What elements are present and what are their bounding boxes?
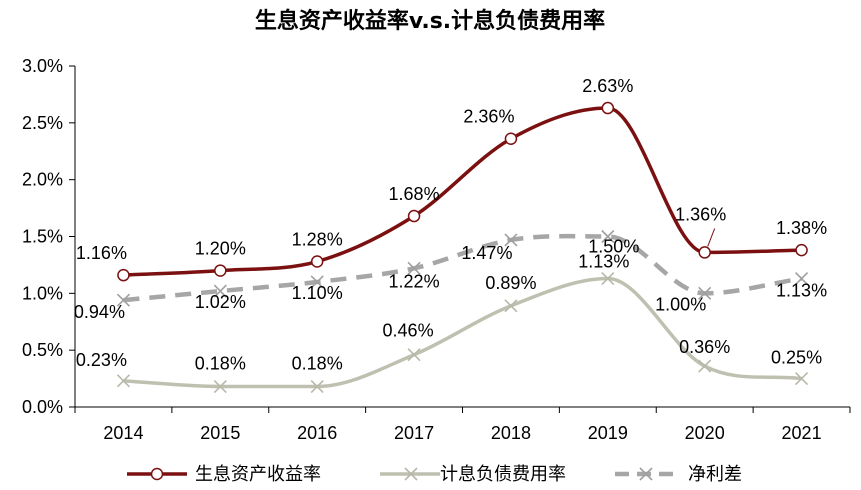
data-label: 1.50% (588, 237, 639, 257)
x-tick-label: 2020 (685, 423, 725, 443)
data-point (213, 379, 227, 394)
data-point (698, 359, 712, 373)
data-label: 1.13% (578, 252, 629, 272)
x-tick-label: 2018 (491, 423, 531, 443)
data-point (407, 209, 421, 223)
legend-item-2: 计息负债费用率 (380, 464, 566, 485)
x-tick-label: 2019 (588, 423, 628, 443)
x-tick-label: 2014 (103, 423, 143, 443)
series-2 (116, 271, 809, 394)
series-line (123, 106, 802, 277)
y-tick-label: 1.0% (22, 283, 63, 303)
legend: 生息资产收益率 计息负债费用率 净利差 (127, 464, 742, 485)
data-point (310, 275, 324, 289)
data-point (698, 246, 711, 259)
legend-label: 计息负债费用率 (440, 464, 566, 485)
data-label: 2.63% (582, 76, 633, 96)
y-tick-label: 0.5% (22, 340, 63, 360)
data-label: 1.22% (389, 271, 440, 291)
data-point (407, 348, 421, 362)
data-label: 1.20% (195, 239, 246, 259)
data-label: 0.89% (485, 273, 536, 293)
x-tick-label: 2016 (297, 423, 337, 443)
data-label: 1.10% (292, 283, 343, 303)
data-point (310, 255, 324, 268)
data-label: 0.18% (292, 354, 343, 374)
series-1 (117, 101, 808, 282)
y-tick-label: 0.0% (22, 397, 63, 417)
data-label: 1.36% (675, 204, 726, 224)
legend-marker (639, 467, 653, 481)
data-point (794, 271, 809, 286)
data-point (116, 293, 131, 307)
x-tick-label: 2017 (394, 423, 434, 443)
legend-marker (150, 467, 164, 481)
data-point (601, 271, 615, 286)
y-tick-label: 2.5% (22, 113, 63, 133)
legend-item-1: 生息资产收益率 (127, 464, 321, 485)
data-point (601, 229, 615, 244)
data-point (117, 268, 130, 282)
series-layer (116, 101, 809, 394)
data-label: 1.02% (195, 292, 246, 312)
data-point (213, 284, 227, 298)
axes: 0.0% 0.5% 1.0% 1.5% 2.0% 2.5% 3.0% 2014 2015 2016… (22, 56, 851, 443)
x-tick-label: 2015 (200, 423, 240, 443)
chart-title: 生息资产收益率v.s.计息负债费用率 (255, 8, 605, 34)
data-point (407, 261, 421, 275)
data-point (310, 379, 324, 394)
data-label: 0.94% (74, 302, 125, 322)
legend-label: 生息资产收益率 (195, 464, 321, 485)
data-labels: 1.16% 1.20% 1.28% 1.68% 2.36% 2.63% 1.36% 1.38%… (74, 76, 827, 373)
data-label: 0.46% (383, 321, 434, 341)
data-point (504, 132, 518, 145)
data-label: 2.36% (463, 107, 514, 127)
data-label: 1.47% (461, 243, 512, 263)
legend-label: 净利差 (688, 464, 742, 485)
legend-item-3: 净利差 (615, 464, 742, 485)
data-point (214, 264, 227, 277)
x-tick-label: 2021 (782, 423, 822, 443)
data-label: 1.13% (776, 281, 827, 301)
data-label: 1.38% (776, 218, 827, 238)
legend-marker (404, 467, 418, 481)
data-point (116, 374, 131, 388)
data-label: 1.00% (655, 294, 706, 314)
data-point (504, 299, 518, 313)
data-point (601, 101, 615, 115)
data-point (504, 233, 518, 247)
data-label: 1.28% (292, 230, 343, 250)
series-3 (116, 229, 809, 307)
series-line (123, 233, 802, 303)
data-label: 0.36% (679, 337, 730, 357)
data-label: 1.68% (389, 184, 440, 204)
data-point (698, 286, 712, 300)
data-label: 0.25% (771, 348, 822, 368)
data-point (795, 243, 808, 257)
series-line (123, 276, 802, 389)
y-tick-label: 1.5% (22, 227, 63, 247)
y-tick-label: 3.0% (22, 56, 63, 76)
data-label: 0.18% (195, 354, 246, 374)
data-label: 0.23% (76, 350, 127, 370)
data-point (794, 372, 809, 386)
label-leader-line (707, 228, 716, 247)
data-label: 1.16% (76, 243, 127, 263)
y-tick-label: 2.0% (22, 170, 63, 190)
